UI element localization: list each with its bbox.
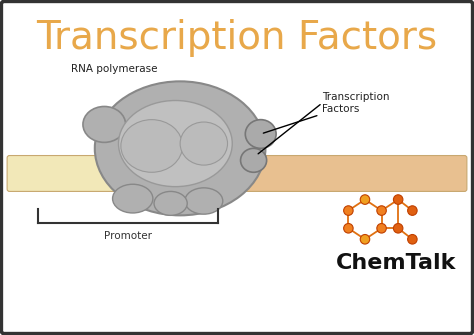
Text: Promoter: Promoter (104, 231, 152, 241)
Circle shape (360, 195, 370, 204)
Text: Transcription
Factors: Transcription Factors (264, 92, 390, 133)
Text: Transcription Factors: Transcription Factors (36, 19, 438, 57)
Circle shape (377, 206, 386, 215)
Circle shape (393, 195, 403, 204)
Ellipse shape (185, 188, 223, 214)
Circle shape (393, 223, 403, 233)
Ellipse shape (118, 100, 232, 187)
Circle shape (408, 234, 417, 244)
Ellipse shape (95, 81, 265, 215)
Text: RNA polymerase: RNA polymerase (71, 64, 157, 74)
Text: ChemTalk: ChemTalk (336, 253, 456, 273)
Circle shape (344, 206, 353, 215)
Ellipse shape (246, 120, 276, 148)
Ellipse shape (121, 120, 182, 172)
Circle shape (360, 234, 370, 244)
Ellipse shape (83, 107, 126, 142)
Circle shape (377, 223, 386, 233)
Ellipse shape (180, 122, 228, 165)
Ellipse shape (154, 191, 187, 215)
FancyBboxPatch shape (7, 155, 225, 191)
Ellipse shape (240, 148, 266, 172)
FancyBboxPatch shape (211, 155, 467, 191)
Circle shape (344, 223, 353, 233)
Ellipse shape (112, 184, 153, 213)
FancyBboxPatch shape (118, 159, 232, 188)
Circle shape (408, 206, 417, 215)
